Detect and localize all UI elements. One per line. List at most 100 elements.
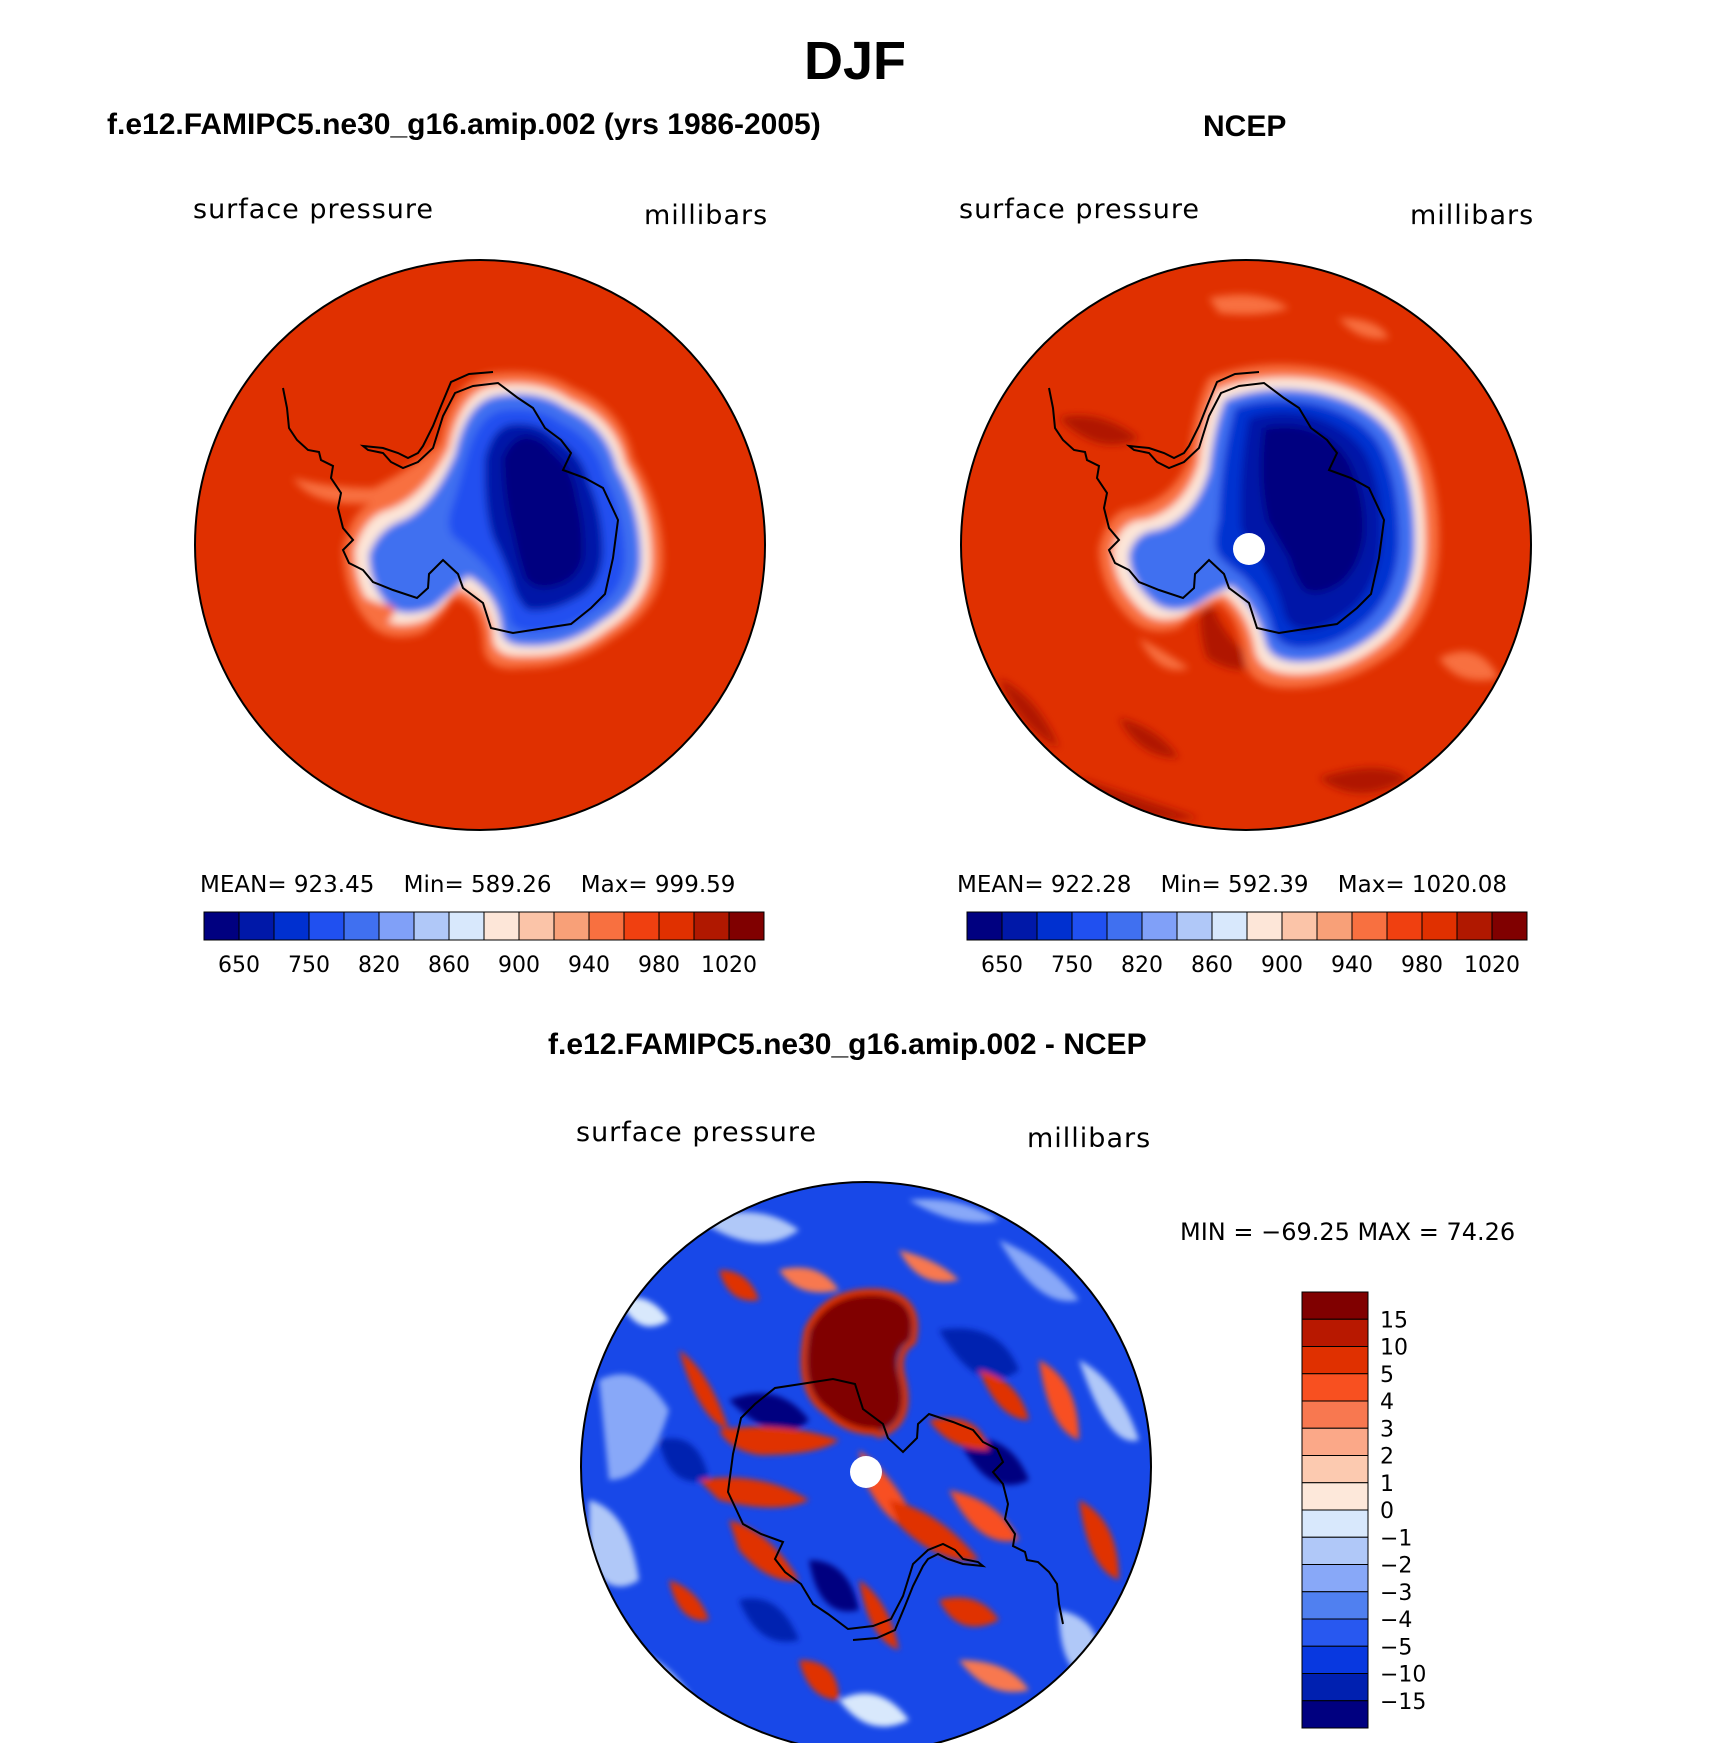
panel-1-max-label: Max= xyxy=(580,872,648,898)
panel-3-colorbar-box xyxy=(1301,1482,1369,1511)
panel-1-colorbar-box xyxy=(203,911,240,941)
panel-1-colorbar-tick-label: 750 xyxy=(288,953,330,978)
panel-1-units-label: millibars xyxy=(644,200,769,231)
panel-2-colorbar-tick-label: 820 xyxy=(1121,953,1163,978)
panel-2-colorbar-box xyxy=(1141,911,1178,941)
panel-2-min-label: Min= xyxy=(1160,872,1221,898)
panel-1-colorbar-tick-label: 940 xyxy=(568,953,610,978)
panel-1-colorbar-box xyxy=(343,911,380,941)
panel-1-map xyxy=(194,259,766,831)
panel-3-colorbar-box xyxy=(1301,1400,1369,1429)
panel-1-max-value: 999.59 xyxy=(654,872,736,898)
panel-3-colorbar-box xyxy=(1301,1700,1369,1729)
panel-2-colorbar-tick-label: 900 xyxy=(1261,953,1303,978)
panel-2-colorbar-tick-label: 1020 xyxy=(1464,953,1520,978)
panel-3-colorbar-tick-label: −1 xyxy=(1380,1526,1412,1551)
panel-2-colorbar-box xyxy=(1001,911,1038,941)
panel-1-field-label: surface pressure xyxy=(193,194,434,225)
panel-1-colorbar: 650 750 820 860 900 940 980 1020 xyxy=(203,911,765,978)
panel-2-colorbar-tick-label: 750 xyxy=(1051,953,1093,978)
panel-2-colorbar-tick-label: 980 xyxy=(1401,953,1443,978)
figure-title: DJF xyxy=(803,31,906,91)
panel-1-colorbar-box xyxy=(448,911,485,941)
panel-1-colorbar-box xyxy=(588,911,625,941)
panel-1-colorbar-tick-label: 860 xyxy=(428,953,470,978)
panel-1-colorbar-box xyxy=(378,911,415,941)
panel-3-colorbar-box xyxy=(1301,1455,1369,1484)
panel-2-title: NCEP xyxy=(1203,110,1287,143)
panel-2-colorbar: 650 750 820 860 900 940 980 1020 xyxy=(966,911,1528,978)
panel-3-colorbar-box xyxy=(1301,1564,1369,1593)
panel-1-min-label: Min= xyxy=(403,872,464,898)
panel-1-colorbar-box xyxy=(238,911,275,941)
panel-1-field xyxy=(195,260,765,830)
panel-1-colorbar-tick-label: 980 xyxy=(638,953,680,978)
panel-2-colorbar-box xyxy=(1211,911,1248,941)
panel-1-colorbar-box xyxy=(693,911,730,941)
panel-1-colorbar-box xyxy=(308,911,345,941)
panel-3-colorbar-tick-label: 4 xyxy=(1380,1390,1394,1415)
panel-2-colorbar-tick-label: 650 xyxy=(981,953,1023,978)
panel-1-colorbar-box xyxy=(623,911,660,941)
panel-1-colorbar-box xyxy=(658,911,695,941)
panel-3-colorbar-tick-label: 0 xyxy=(1380,1499,1394,1524)
panel-3-field-label: surface pressure xyxy=(576,1117,817,1148)
panel-1-min-value: 589.26 xyxy=(471,872,552,898)
panel-1-colorbar-box xyxy=(728,911,765,941)
panel-2-colorbar-box xyxy=(1421,911,1458,941)
panel-2-pole-hole xyxy=(1233,533,1265,565)
panel-3-units-label: millibars xyxy=(1027,1123,1152,1154)
panel-1-colorbar-box xyxy=(518,911,555,941)
panel-1-stats: MEAN= 923.45 Min= 589.26 Max= 999.59 xyxy=(200,872,735,898)
panel-3-colorbar-box xyxy=(1301,1427,1369,1456)
panel-3-colorbar-tick-label: 10 xyxy=(1380,1336,1408,1361)
panel-2-mean-value: 922.28 xyxy=(1050,872,1132,898)
panel-2-units-label: millibars xyxy=(1410,200,1535,231)
panel-3-pole-hole xyxy=(850,1456,882,1488)
panel-3-map xyxy=(580,1181,1152,1743)
panel-3-colorbar-tick-label: −3 xyxy=(1380,1581,1412,1606)
panel-2-colorbar-box xyxy=(1456,911,1493,941)
panel-3-colorbar-tick-label: −10 xyxy=(1380,1663,1426,1688)
panel-2-min-value: 592.39 xyxy=(1228,872,1309,898)
panel-2-colorbar-box xyxy=(1036,911,1073,941)
panel-2-colorbar-box xyxy=(1316,911,1353,941)
panel-1-mean-label: MEAN= xyxy=(200,872,287,898)
panel-1-colorbar-tick-label: 820 xyxy=(358,953,400,978)
panel-3-colorbar-box xyxy=(1301,1645,1369,1674)
panel-2-mean-label: MEAN= xyxy=(957,872,1044,898)
panel-2-colorbar-box xyxy=(966,911,1003,941)
panel-3-title: f.e12.FAMIPC5.ne30_g16.amip.002 - NCEP xyxy=(548,1028,1147,1061)
panel-3-colorbar-box xyxy=(1301,1509,1369,1538)
panel-3-colorbar-tick-label: 1 xyxy=(1380,1472,1394,1497)
panel-1-colorbar-box xyxy=(483,911,520,941)
panel-2-colorbar-box xyxy=(1176,911,1213,941)
panel-3-colorbar-tick-label: −5 xyxy=(1380,1635,1412,1660)
panel-2-field xyxy=(961,260,1531,830)
panel-2-colorbar-box xyxy=(1106,911,1143,941)
panel-2-field-label: surface pressure xyxy=(959,194,1200,225)
panel-2-colorbar-box xyxy=(1351,911,1388,941)
panel-1-colorbar-tick-label: 900 xyxy=(498,953,540,978)
panel-3-colorbar-tick-label: −4 xyxy=(1380,1608,1412,1633)
panel-3-colorbar-tick-label: 15 xyxy=(1380,1308,1408,1333)
panel-2-colorbar-box xyxy=(1281,911,1318,941)
panel-3-colorbar-box xyxy=(1301,1291,1369,1320)
panel-2-max-label: Max= xyxy=(1337,872,1405,898)
panel-1-mean-value: 923.45 xyxy=(293,872,375,898)
panel-2-colorbar-tick-label: 940 xyxy=(1331,953,1373,978)
panel-3-colorbar-box xyxy=(1301,1591,1369,1620)
panel-3-colorbar-tick-label: 5 xyxy=(1380,1363,1394,1388)
panel-3-colorbar-box xyxy=(1301,1536,1369,1565)
panel-1-colorbar-box xyxy=(413,911,450,941)
panel-3-colorbar-box xyxy=(1301,1673,1369,1702)
panel-3-colorbar-tick-label: −2 xyxy=(1380,1554,1412,1579)
panel-2-colorbar-tick-label: 860 xyxy=(1191,953,1233,978)
panel-1-colorbar-box xyxy=(273,911,310,941)
panel-2-colorbar-box xyxy=(1246,911,1283,941)
panel-1-colorbar-box xyxy=(553,911,590,941)
panel-2-max-value: 1020.08 xyxy=(1411,872,1508,898)
panel-3-colorbar-box xyxy=(1301,1346,1369,1375)
panel-3-colorbar-box xyxy=(1301,1318,1369,1347)
